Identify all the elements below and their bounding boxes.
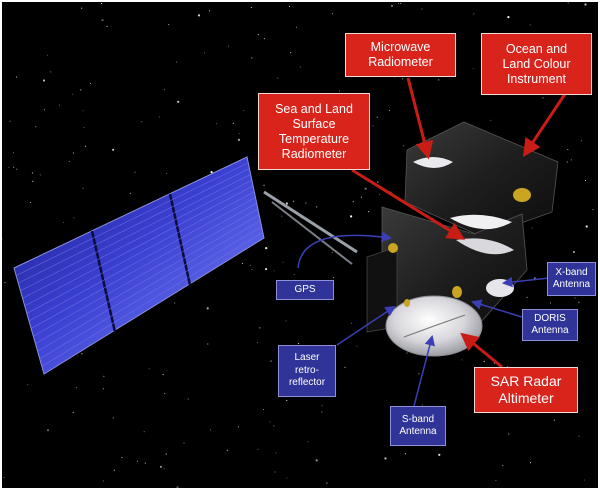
label-sar-radar-altimeter: SAR Radar Altimeter [474, 367, 578, 413]
slstr-leader [351, 168, 466, 240]
doris-leader [470, 299, 523, 318]
olci-leader [523, 93, 567, 157]
label-gps: GPS [276, 280, 334, 300]
label-x-band-antenna: X-band Antenna [547, 262, 596, 296]
label-laser-retro-reflector: Laser retro- reflector [278, 345, 336, 397]
solar-array [13, 156, 358, 375]
label-doris-antenna: DORIS Antenna [522, 309, 578, 341]
slstr-aperture [450, 214, 512, 230]
sar-leader [460, 332, 503, 369]
microwave-leader [406, 77, 434, 160]
label-sea-land-surface-temperature-radiometer: Sea and Land Surface Temperature Radiome… [258, 93, 370, 170]
microwave-radiometer-dish [413, 157, 453, 168]
satellite-body [366, 121, 559, 357]
label-s-band-antenna: S-band Antenna [390, 406, 446, 446]
x-band-leader [501, 276, 550, 288]
s-band-leader [413, 334, 435, 407]
gps-leader [297, 231, 393, 269]
laser-leader [336, 305, 396, 346]
label-ocean-land-colour-instrument: Ocean and Land Colour Instrument [481, 33, 592, 95]
leader-lines [297, 77, 567, 407]
label-microwave-radiometer: Microwave Radiometer [345, 33, 456, 77]
